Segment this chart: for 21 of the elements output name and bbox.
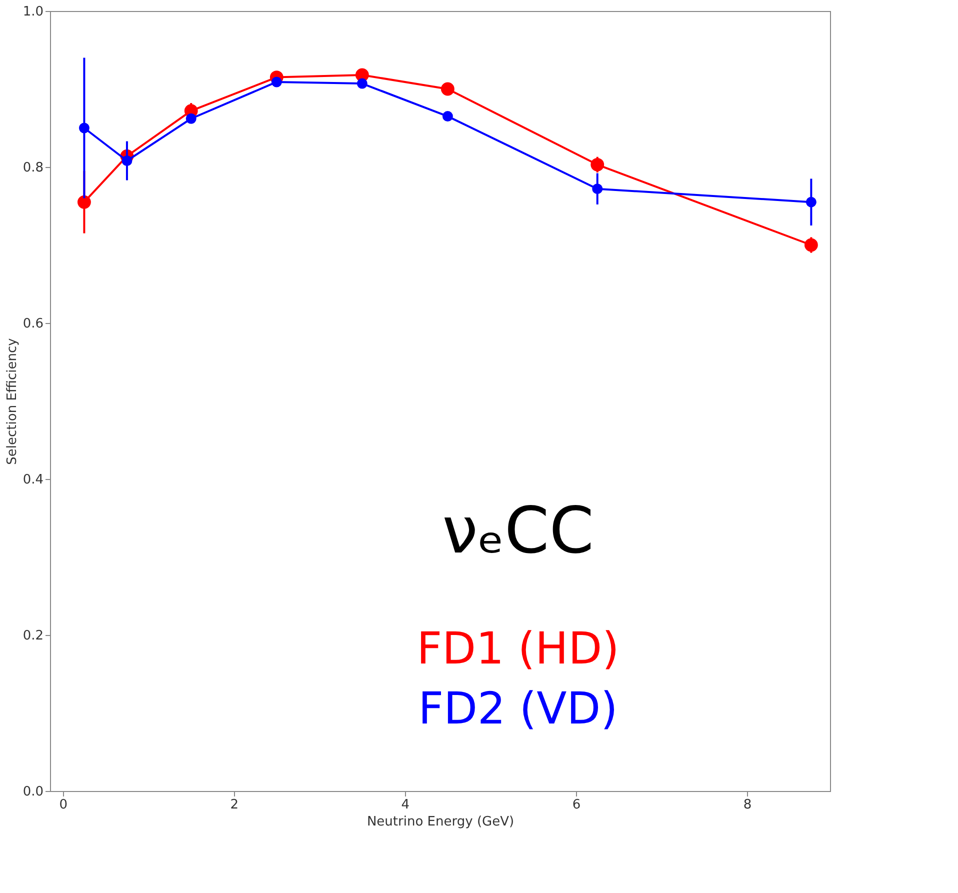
x-tick-label: 2: [230, 798, 239, 812]
point: [442, 111, 453, 122]
point: [271, 76, 282, 88]
y-axis-title: Selection Efficiency: [4, 338, 20, 465]
point: [440, 82, 454, 96]
y-tick-label: 0.2: [22, 628, 44, 644]
x-axis-title: Neutrino Energy (GeV): [366, 814, 514, 830]
point: [186, 113, 196, 124]
text: FD2 (VD): [418, 684, 618, 735]
y-tick-label: 0.8: [22, 160, 44, 176]
y-tick-label: 0.6: [22, 316, 44, 332]
x-tick-label: 6: [572, 798, 581, 812]
y-tick-label: 1.0: [22, 4, 44, 20]
y-tick-label: 0.0: [22, 784, 44, 800]
x-tick-label: 4: [401, 798, 410, 812]
x-tick-label: 0: [59, 798, 68, 812]
point: [356, 78, 368, 89]
text: FD1 (HD): [416, 624, 620, 675]
y-tick-label: 0.4: [22, 472, 44, 488]
annotation: νₑCC: [442, 494, 594, 569]
x-tick-label: 8: [743, 798, 752, 812]
